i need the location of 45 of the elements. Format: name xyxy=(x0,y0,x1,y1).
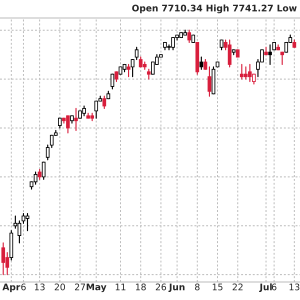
x-tick-label: 15 xyxy=(212,284,222,290)
x-tick-label: 26 xyxy=(156,284,166,290)
candlestick xyxy=(42,162,46,180)
x-tick-label: Apr xyxy=(2,284,20,292)
candlestick xyxy=(102,96,106,109)
x-tick-label: 20 xyxy=(54,284,65,290)
candlestick xyxy=(268,44,272,65)
x-tick-label: 13 xyxy=(290,284,300,290)
x-tick-label: Jun xyxy=(168,284,184,292)
candlestick xyxy=(248,64,252,82)
x-tick-label: May xyxy=(86,284,106,292)
candlestick xyxy=(220,39,224,50)
text: Open 7710.34 High 7741.27 Low xyxy=(132,4,297,14)
candlestick xyxy=(126,64,130,78)
candlestick xyxy=(187,30,192,43)
candlestick xyxy=(26,213,30,232)
x-tick-label: 18 xyxy=(136,284,146,290)
x-tick-label: 6 xyxy=(21,284,26,290)
candlestick xyxy=(171,37,175,50)
candlestick xyxy=(244,66,248,80)
candlestick xyxy=(82,105,86,116)
candlestick xyxy=(110,74,114,90)
candlestick xyxy=(66,115,70,134)
x-tick-label: 11 xyxy=(116,284,126,290)
candlestick xyxy=(38,169,42,180)
candlestick xyxy=(240,64,244,80)
x-tick-label: 8 xyxy=(195,284,200,290)
x-tick-label: Jul xyxy=(259,283,272,292)
candlestick xyxy=(74,108,78,131)
candlestick xyxy=(138,56,143,68)
candlestick xyxy=(228,39,232,68)
x-tick-label: 13 xyxy=(34,284,45,290)
candlestick xyxy=(114,71,118,82)
candlestick xyxy=(94,100,98,119)
candlestick xyxy=(208,66,212,97)
candlestick xyxy=(200,56,204,70)
x-tick-label: 27 xyxy=(74,284,86,290)
x-tick-label: 22 xyxy=(232,284,243,290)
candlestick xyxy=(1,242,6,276)
candlestick xyxy=(146,68,151,80)
candlestick xyxy=(280,52,284,65)
candlestick xyxy=(34,171,38,185)
candlestick xyxy=(204,59,208,70)
candlestick xyxy=(58,118,62,129)
x-tick-label: 6 xyxy=(272,284,276,290)
